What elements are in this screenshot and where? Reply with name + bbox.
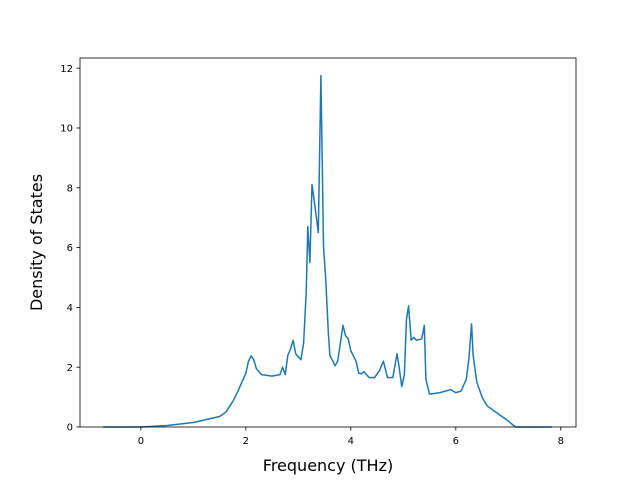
x-tick-label: 0: [138, 436, 144, 447]
y-tick-label: 2: [67, 363, 73, 374]
x-tick-label: 6: [453, 436, 459, 447]
y-tick-label: 12: [60, 64, 73, 75]
y-tick-label: 10: [60, 124, 73, 135]
y-tick-label: 0: [67, 423, 73, 434]
y-tick-label: 4: [67, 303, 73, 314]
y-tick-label: 8: [67, 183, 73, 194]
data-line: [103, 74, 552, 428]
x-axis-label: Frequency (THz): [263, 456, 393, 475]
plot-area: [103, 74, 552, 428]
axes-frame: [79, 57, 577, 428]
x-tick-label: 8: [558, 436, 564, 447]
y-tick-label: 6: [67, 243, 73, 254]
y-axis-label: Density of States: [27, 174, 46, 311]
x-tick-label: 4: [348, 436, 354, 447]
x-tick-label: 2: [243, 436, 249, 447]
